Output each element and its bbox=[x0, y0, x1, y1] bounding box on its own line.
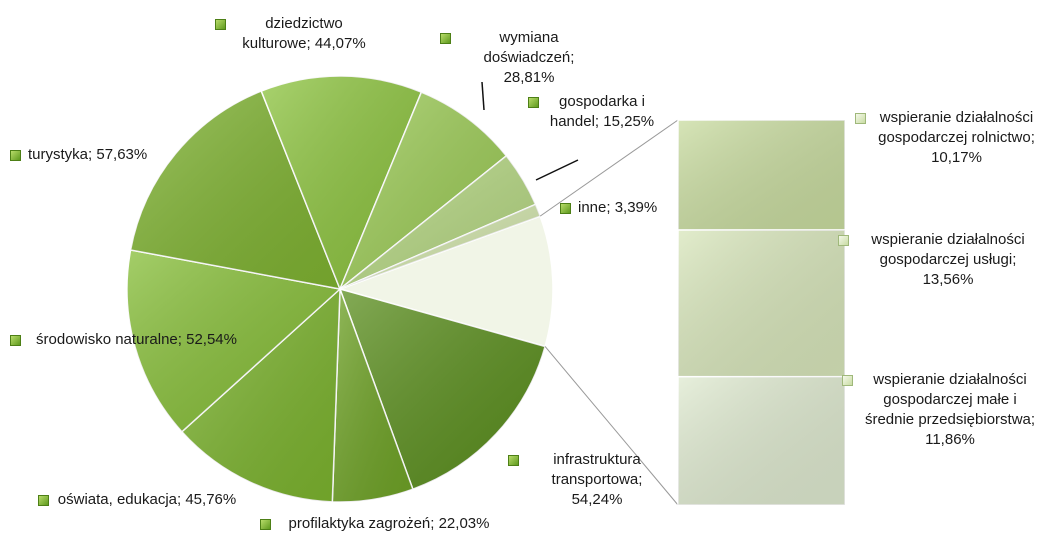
data-label: oświata, edukacja; 45,76% bbox=[38, 490, 238, 510]
legend-marker bbox=[528, 97, 539, 108]
category-label: inne; bbox=[578, 199, 611, 216]
legend-marker bbox=[842, 375, 853, 386]
data-label: dziedzictwo kulturowe; 44,07% bbox=[215, 14, 375, 54]
data-label: profilaktyka zagrożeń; 22,03% bbox=[260, 514, 500, 534]
category-label: wspieranie działalności gospodarczej mał… bbox=[864, 371, 1036, 428]
legend-marker bbox=[10, 150, 21, 161]
category-label: wspieranie działalności gospodarczej usł… bbox=[871, 231, 1025, 268]
value-label: 15,25% bbox=[603, 113, 655, 130]
value-label: 28,81% bbox=[503, 69, 555, 86]
value-label: 45,76% bbox=[185, 491, 237, 508]
data-label: turystyka; 57,63% bbox=[10, 145, 210, 165]
connector-line bbox=[539, 119, 679, 217]
category-label: infrastruktura transportowa; bbox=[551, 451, 643, 488]
value-label: 44,07% bbox=[314, 35, 366, 52]
category-label: oświata, edukacja; bbox=[57, 491, 182, 508]
value-label: 52,54% bbox=[186, 331, 237, 348]
connector-line bbox=[544, 346, 679, 506]
category-label: środowisko naturalne; bbox=[36, 331, 182, 348]
data-label: środowisko naturalne; 52,54% bbox=[10, 330, 245, 350]
value-label: 22,03% bbox=[438, 515, 490, 532]
value-label: 13,56% bbox=[922, 271, 974, 288]
category-label: gospodarka i handel; bbox=[549, 93, 645, 130]
legend-marker bbox=[838, 235, 849, 246]
value-label: 10,17% bbox=[931, 149, 982, 166]
data-label: gospodarka i handel; 15,25% bbox=[528, 92, 658, 132]
legend-marker bbox=[855, 113, 866, 124]
bar-segment bbox=[677, 119, 846, 231]
data-label: wymiana doświadczeń; 28,81% bbox=[440, 28, 600, 88]
data-label: wspieranie działalności gospodarczej usł… bbox=[838, 230, 1040, 290]
category-label: dziedzictwo kulturowe; bbox=[242, 15, 343, 52]
legend-marker bbox=[38, 495, 49, 506]
category-label: profilaktyka zagrożeń; bbox=[288, 515, 435, 532]
data-label: inne; 3,39% bbox=[560, 198, 700, 218]
category-label: turystyka; bbox=[28, 146, 93, 163]
data-label: wspieranie działalności gospodarczej mał… bbox=[842, 370, 1040, 450]
legend-marker bbox=[560, 203, 571, 214]
legend-marker bbox=[215, 19, 226, 30]
value-label: 54,24% bbox=[571, 491, 623, 508]
value-label: 57,63% bbox=[96, 146, 148, 163]
legend-marker bbox=[440, 33, 451, 44]
category-label: wymiana doświadczeń; bbox=[483, 29, 575, 66]
leader-line bbox=[535, 159, 579, 181]
value-label: 11,86% bbox=[925, 431, 975, 448]
bar-segment bbox=[677, 375, 846, 506]
bar-segment bbox=[677, 229, 846, 378]
legend-marker bbox=[260, 519, 271, 530]
legend-marker bbox=[10, 335, 21, 346]
category-label: wspieranie działalności gospodarczej rol… bbox=[878, 109, 1035, 146]
data-label: wspieranie działalności gospodarczej rol… bbox=[855, 108, 1040, 168]
data-label: infrastruktura transportowa; 54,24% bbox=[508, 450, 668, 510]
value-label: 3,39% bbox=[614, 199, 658, 216]
legend-marker bbox=[508, 455, 519, 466]
